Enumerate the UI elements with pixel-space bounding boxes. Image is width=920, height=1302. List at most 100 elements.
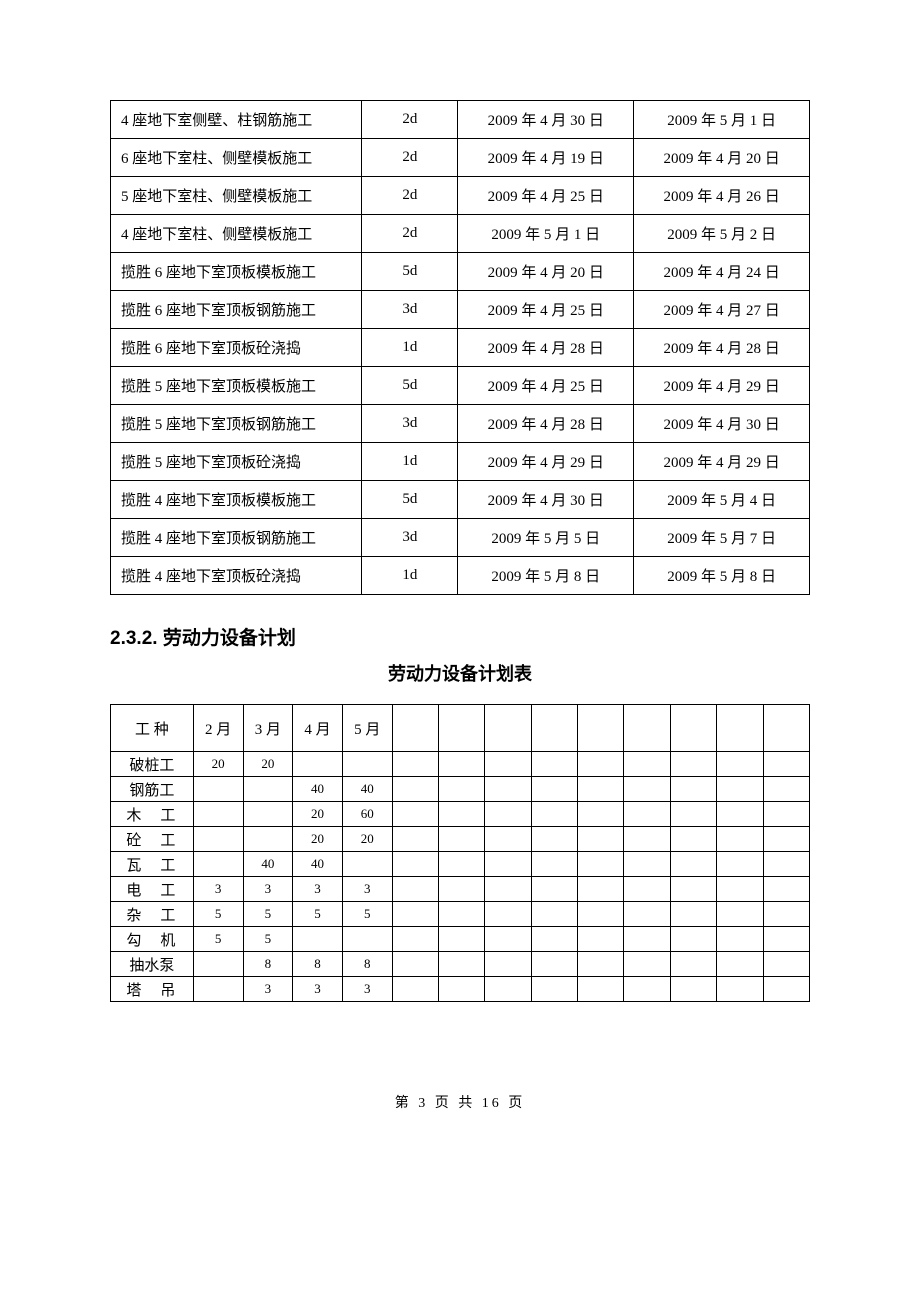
table-row: 勾 机55 [111,927,810,952]
table-row: 木 工2060 [111,802,810,827]
end-date-cell: 2009 年 4 月 29 日 [634,367,810,405]
empty-cell [717,902,763,927]
value-cell: 20 [293,802,343,827]
empty-cell [670,827,716,852]
header-empty [531,705,577,752]
value-cell: 5 [293,902,343,927]
value-cell [342,927,392,952]
empty-cell [531,777,577,802]
empty-cell [578,752,624,777]
value-cell [193,802,243,827]
empty-cell [438,977,484,1002]
duration-cell: 2d [362,101,458,139]
table-row: 破桩工2020 [111,752,810,777]
table-row: 揽胜 5 座地下室顶板模板施工5d2009 年 4 月 25 日2009 年 4… [111,367,810,405]
end-date-cell: 2009 年 4 月 28 日 [634,329,810,367]
empty-cell [717,977,763,1002]
worker-name: 砼 工 [111,827,194,852]
empty-cell [438,802,484,827]
empty-cell [763,802,809,827]
empty-cell [392,927,438,952]
empty-cell [578,927,624,952]
value-cell: 40 [342,777,392,802]
empty-cell [717,852,763,877]
duration-cell: 3d [362,519,458,557]
value-cell: 8 [243,952,293,977]
value-cell: 3 [293,977,343,1002]
empty-cell [578,777,624,802]
start-date-cell: 2009 年 4 月 28 日 [458,329,634,367]
empty-cell [531,827,577,852]
table-row: 钢筋工4040 [111,777,810,802]
empty-cell [485,852,531,877]
value-cell: 20 [243,752,293,777]
start-date-cell: 2009 年 4 月 19 日 [458,139,634,177]
start-date-cell: 2009 年 4 月 30 日 [458,481,634,519]
worker-name: 木 工 [111,802,194,827]
value-cell [243,802,293,827]
empty-cell [717,877,763,902]
worker-name: 杂 工 [111,902,194,927]
value-cell: 3 [243,977,293,1002]
empty-cell [392,977,438,1002]
empty-cell [438,777,484,802]
empty-cell [763,877,809,902]
empty-cell [717,952,763,977]
empty-cell [485,977,531,1002]
value-cell [193,952,243,977]
duration-cell: 5d [362,481,458,519]
worker-name: 瓦 工 [111,852,194,877]
duration-cell: 2d [362,177,458,215]
empty-cell [717,802,763,827]
table-row: 塔 吊333 [111,977,810,1002]
empty-cell [624,802,670,827]
document-page: 4 座地下室侧壁、柱钢筋施工2d 2009 年 4 月 30 日 2009 年 5 … [0,0,920,1172]
value-cell: 3 [293,877,343,902]
empty-cell [485,952,531,977]
task-cell: 揽胜 6 座地下室顶板砼浇捣 [111,329,362,367]
value-cell: 20 [293,827,343,852]
header-empty [578,705,624,752]
empty-cell [578,952,624,977]
empty-cell [392,827,438,852]
empty-cell [670,802,716,827]
end-date-cell: 2009 年 4 月 30 日 [634,405,810,443]
table-row: 揽胜 4 座地下室顶板钢筋施工3d2009 年 5 月 5 日2009 年 5 … [111,519,810,557]
value-cell: 8 [293,952,343,977]
end-date-cell: 2009 年 5 月 2 日 [634,215,810,253]
empty-cell [531,852,577,877]
value-cell: 40 [293,852,343,877]
empty-cell [717,927,763,952]
table-row: 揽胜 4 座地下室顶板砼浇捣1d2009 年 5 月 8 日2009 年 5 月… [111,557,810,595]
table-row: 6 座地下室柱、侧壁模板施工2d2009 年 4 月 19 日2009 年 4 … [111,139,810,177]
table-header-row: 工 种2 月3 月4 月5 月 [111,705,810,752]
header-month: 5 月 [342,705,392,752]
table-row: 4 座地下室侧壁、柱钢筋施工2d2009 年 4 月 30 日2009 年 5 … [111,101,810,139]
empty-cell [763,827,809,852]
value-cell [293,752,343,777]
value-cell: 5 [243,927,293,952]
empty-cell [763,852,809,877]
task-cell: 4 座地下室侧壁、柱钢筋施工 [111,101,362,139]
task-cell: 揽胜 5 座地下室顶板砼浇捣 [111,443,362,481]
labor-table: 工 种2 月3 月4 月5 月破桩工2020钢筋工4040木 工2060砼 工2… [110,704,810,1002]
empty-cell [392,902,438,927]
empty-cell [624,927,670,952]
empty-cell [485,777,531,802]
duration-cell: 2d [362,139,458,177]
empty-cell [763,777,809,802]
section-heading: 2.3.2. 劳动力设备计划 [110,623,810,650]
empty-cell [392,752,438,777]
value-cell: 3 [342,977,392,1002]
empty-cell [392,952,438,977]
empty-cell [578,902,624,927]
empty-cell [624,827,670,852]
value-cell: 5 [342,902,392,927]
header-empty [763,705,809,752]
empty-cell [578,827,624,852]
table-row: 4 座地下室柱、侧壁模板施工2d2009 年 5 月 1 日2009 年 5 月… [111,215,810,253]
start-date-cell: 2009 年 4 月 29 日 [458,443,634,481]
task-cell: 5 座地下室柱、侧壁模板施工 [111,177,362,215]
table-row: 揽胜 4 座地下室顶板模板施工5d2009 年 4 月 30 日2009 年 5… [111,481,810,519]
table-row: 抽水泵888 [111,952,810,977]
